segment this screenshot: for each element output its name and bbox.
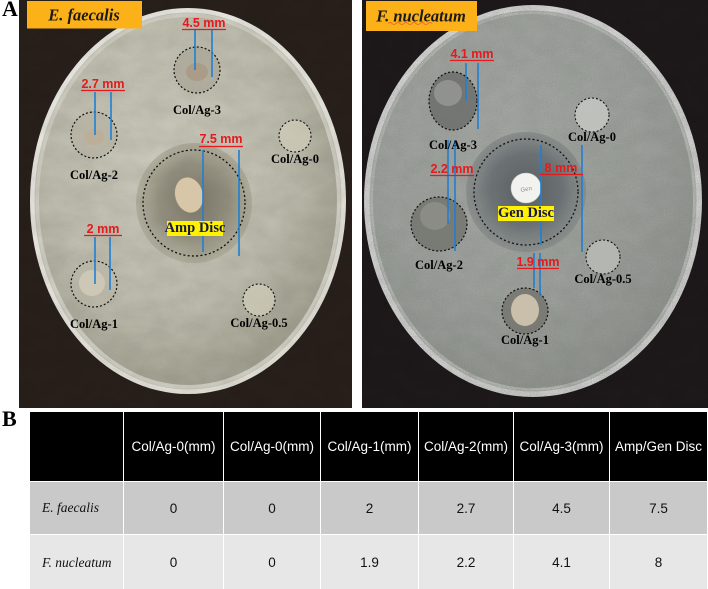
- svg-text:E. faecalis: E. faecalis: [47, 6, 120, 25]
- svg-text:Col/Ag-2: Col/Ag-2: [415, 258, 463, 272]
- svg-text:4.1 mm: 4.1 mm: [450, 47, 493, 61]
- svg-text:2.7 mm: 2.7 mm: [81, 77, 124, 91]
- svg-text:8 mm: 8 mm: [545, 161, 578, 175]
- svg-text:4.5 mm: 4.5 mm: [182, 16, 225, 30]
- svg-text:Col/Ag-1: Col/Ag-1: [70, 317, 118, 331]
- svg-text:Col/Ag-0: Col/Ag-0: [568, 130, 616, 144]
- svg-text:Col/Ag-0.5: Col/Ag-0.5: [230, 316, 287, 330]
- svg-text:Col/Ag-3: Col/Ag-3: [429, 138, 477, 152]
- svg-text:Col/Ag-0.5: Col/Ag-0.5: [574, 272, 631, 286]
- svg-text:Col/Ag-3: Col/Ag-3: [173, 103, 221, 117]
- svg-text:Col/Ag-1: Col/Ag-1: [501, 333, 549, 347]
- svg-text:Col/Ag-0: Col/Ag-0: [271, 152, 319, 166]
- svg-text:7.5 mm: 7.5 mm: [199, 132, 242, 146]
- svg-text:2.2 mm: 2.2 mm: [430, 162, 473, 176]
- svg-text:Amp Disc: Amp Disc: [165, 220, 226, 236]
- svg-text:1.9 mm: 1.9 mm: [516, 255, 559, 269]
- svg-text:Gen Disc: Gen Disc: [498, 205, 555, 221]
- svg-text:Col/Ag-2: Col/Ag-2: [70, 168, 118, 182]
- svg-text:2 mm: 2 mm: [87, 222, 120, 236]
